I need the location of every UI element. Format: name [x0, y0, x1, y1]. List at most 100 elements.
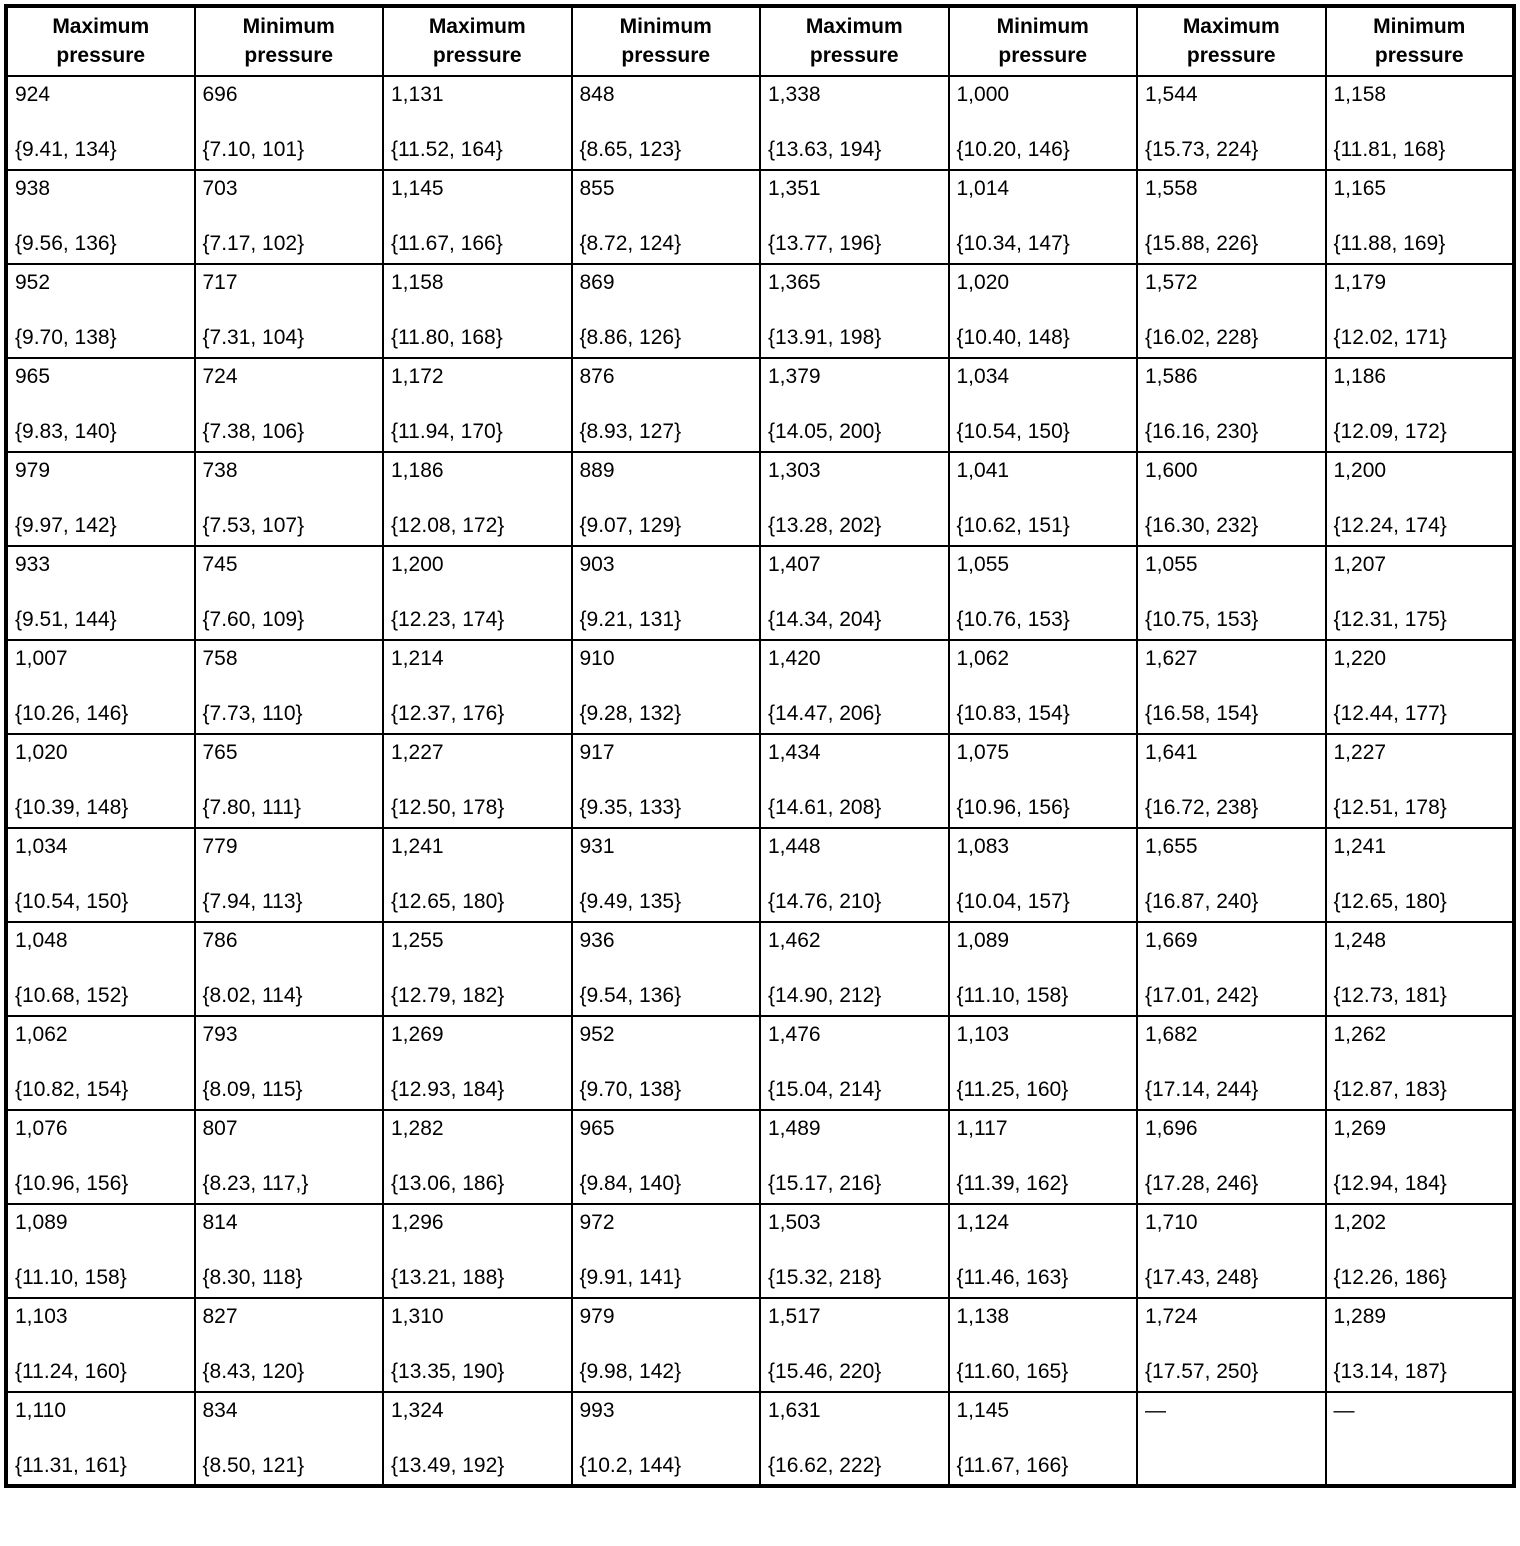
table-head: Maximum pressure Minimum pressure Maximum … [5, 5, 1515, 77]
table-cell: 1,269 {12.93, 184} [382, 1015, 573, 1111]
table-cell: 1,544 {15.73, 224} [1136, 75, 1327, 171]
cell-value: 1,055 [1145, 553, 1198, 576]
cell-value: 1,282 [391, 1117, 444, 1140]
cell-range: {7.94, 113} [202, 890, 303, 913]
cell-range: {12.73, 181} [1333, 984, 1447, 1007]
table-cell: 1,558 {15.88, 226} [1136, 169, 1327, 265]
cell-value: 703 [202, 177, 238, 200]
cell-range: {13.91, 198} [768, 326, 882, 349]
cell-value: 903 [579, 553, 615, 576]
cell-range: {8.09, 115} [202, 1078, 303, 1101]
table-cell: 1,586 {16.16, 230} [1136, 357, 1327, 453]
cell-range: {12.94, 184} [1333, 1172, 1447, 1195]
cell-range: {12.08, 172} [391, 514, 505, 537]
cell-value: 1,269 [1333, 1117, 1387, 1140]
cell-range: {8.86, 126} [579, 326, 682, 349]
cell-value: 1,517 [768, 1305, 821, 1328]
header-row: Maximum pressure Minimum pressure Maximum … [5, 5, 1515, 77]
table-cell: 952 {9.70, 138} [570, 1015, 761, 1111]
cell-range: {9.56, 136} [15, 232, 117, 255]
table-cell: 703 {7.17, 102} [193, 169, 384, 265]
cell-value: 1,489 [768, 1117, 821, 1140]
table-cell: 1,014 {10.34, 147} [947, 169, 1138, 265]
table-cell: 1,227 {12.51, 178} [1324, 733, 1515, 829]
cell-value: 1,476 [768, 1023, 821, 1046]
table-cell: 1,351 {13.77, 196} [759, 169, 950, 265]
table-row: 933 {9.51, 144} 745 {7.60, 109} 1,200 {12.23,… [5, 545, 1515, 641]
cell-range: {11.94, 170} [391, 420, 503, 443]
cell-value: 1,041 [956, 459, 1010, 482]
cell-range: {8.93, 127} [579, 420, 682, 443]
cell-value: 1,544 [1145, 83, 1198, 106]
table-row: 924 {9.41, 134} 696 {7.10, 101} 1,131 {11.52,… [5, 75, 1515, 171]
table-cell: 889 {9.07, 129} [570, 451, 761, 547]
cell-value: 793 [202, 1023, 238, 1046]
cell-range: {8.72, 124} [579, 232, 682, 255]
cell-range: {10.83, 154} [956, 702, 1070, 725]
table-cell: 965 {9.83, 140} [5, 357, 196, 453]
cell-range: {10.54, 150} [15, 890, 129, 913]
cell-range: {9.70, 138} [15, 326, 117, 349]
table-cell: 924 {9.41, 134} [5, 75, 196, 171]
cell-range: {12.26, 186} [1333, 1266, 1447, 1289]
cell-value: 765 [202, 741, 238, 764]
cell-range: {15.46, 220} [768, 1360, 882, 1383]
table-cell: 786 {8.02, 114} [193, 921, 384, 1017]
cell-value: 917 [579, 741, 615, 764]
cell-value: 931 [579, 835, 615, 858]
cell-range: {12.23, 174} [391, 608, 505, 631]
table-cell: 1,379 {14.05, 200} [759, 357, 950, 453]
table-cell: 1,020 {10.39, 148} [5, 733, 196, 829]
cell-value: 848 [579, 83, 615, 106]
cell-value: 1,448 [768, 835, 821, 858]
cell-value: 1,462 [768, 929, 821, 952]
cell-value: 1,669 [1145, 929, 1198, 952]
cell-value: 1,351 [768, 177, 821, 200]
table-cell: 1,262 {12.87, 183} [1324, 1015, 1515, 1111]
cell-range: {10.2, 144} [579, 1454, 682, 1477]
column-header-5: Minimum pressure [947, 5, 1138, 77]
cell-range: {12.02, 171} [1333, 326, 1447, 349]
column-header-3: Minimum pressure [570, 5, 761, 77]
cell-range: {8.43, 120} [202, 1360, 305, 1383]
cell-range: {13.28, 202} [768, 514, 882, 537]
cell-range: {17.14, 244} [1145, 1078, 1259, 1101]
cell-value: 1,200 [391, 553, 444, 576]
table-cell: 1,600 {16.30, 232} [1136, 451, 1327, 547]
cell-value: 1,110 [15, 1399, 66, 1422]
cell-value: 814 [202, 1211, 238, 1234]
table-row: 1,103 {11.24, 160} 827 {8.43, 120} 1,310 {13.… [5, 1297, 1515, 1393]
table-cell: 1,503 {15.32, 218} [759, 1203, 950, 1299]
table-row: 1,020 {10.39, 148} 765 {7.80, 111} 1,227 {12.… [5, 733, 1515, 829]
cell-value: 1,207 [1333, 553, 1387, 576]
cell-range: {9.91, 141} [579, 1266, 682, 1289]
table-cell: 1,282 {13.06, 186} [382, 1109, 573, 1205]
column-header-4: Maximum pressure [759, 5, 950, 77]
table-cell: 1,110 {11.31, 161} [5, 1391, 196, 1487]
cell-value: 1,076 [15, 1117, 68, 1140]
table-cell: 1,669 {17.01, 242} [1136, 921, 1327, 1017]
table-cell: 1,055 {10.76, 153} [947, 545, 1138, 641]
table-cell: 1,000 {10.20, 146} [947, 75, 1138, 171]
table-cell: 1,462 {14.90, 212} [759, 921, 950, 1017]
table-cell: 952 {9.70, 138} [5, 263, 196, 359]
cell-value: 1,338 [768, 83, 821, 106]
cell-value: 1,062 [956, 647, 1010, 670]
cell-value: 972 [579, 1211, 615, 1234]
cell-range: {10.04, 157} [956, 890, 1070, 913]
cell-value: 876 [579, 365, 615, 388]
cell-range: {16.87, 240} [1145, 890, 1259, 913]
cell-value: 1,158 [1333, 83, 1387, 106]
cell-value: 1,145 [391, 177, 444, 200]
cell-range: {7.31, 104} [202, 326, 305, 349]
table-cell: 1,145 {11.67, 166} [382, 169, 573, 265]
cell-value: 1,558 [1145, 177, 1198, 200]
cell-range: {12.51, 178} [1333, 796, 1447, 819]
table-row: 1,007 {10.26, 146} 758 {7.73, 110} 1,214 {12.… [5, 639, 1515, 735]
cell-value: 1,627 [1145, 647, 1198, 670]
cell-value: 910 [579, 647, 615, 670]
column-header-1: Minimum pressure [193, 5, 384, 77]
cell-value: 1,186 [1333, 365, 1387, 388]
cell-range: {11.31, 161} [15, 1454, 127, 1477]
cell-range: {13.35, 190} [391, 1360, 505, 1383]
